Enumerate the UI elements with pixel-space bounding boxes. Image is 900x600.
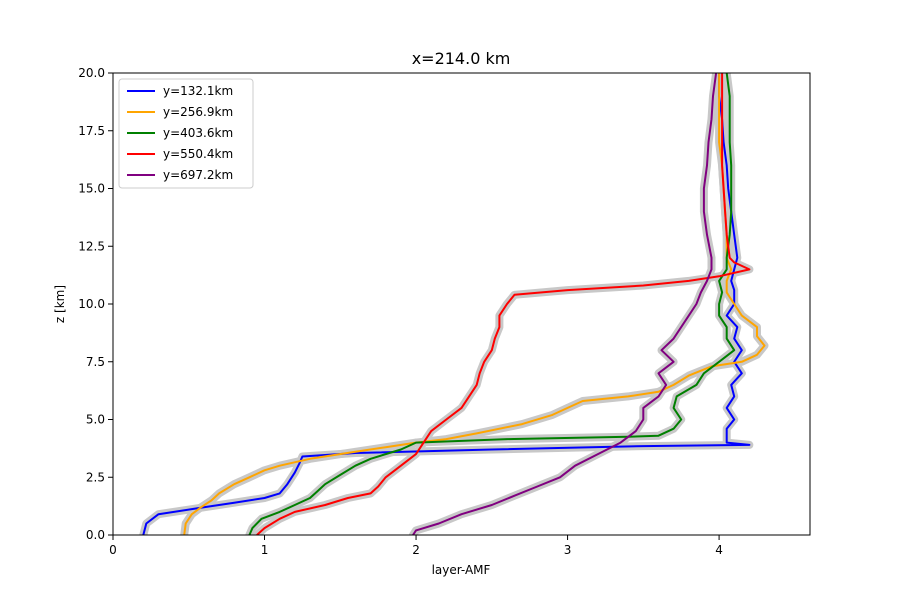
- series-band-4: [409, 73, 721, 535]
- axis-ticks: 0 1 2 3 4 0.0 2.5 5.0 7.5 10.0 12.5 15.0 17.5 20.0: [78, 66, 723, 557]
- y-axis-label: z [km]: [53, 285, 67, 323]
- y-tick-label-7: 17.5: [78, 124, 105, 138]
- series-line-0: [142, 73, 751, 535]
- y-tick-label-8: 20.0: [78, 66, 105, 80]
- y-tick-label-5: 12.5: [78, 239, 105, 253]
- series-band-1: [180, 73, 769, 535]
- y-tick-label-3: 7.5: [86, 355, 105, 369]
- x-tick-label-3: 3: [564, 543, 572, 557]
- legend-label-2: y=403.6km: [163, 126, 233, 140]
- series-band-3: [252, 73, 754, 535]
- legend-label-1: y=256.9km: [163, 105, 233, 119]
- x-tick-label-1: 1: [261, 543, 269, 557]
- x-tick-label-4: 4: [715, 543, 723, 557]
- y-tick-label-1: 2.5: [86, 470, 105, 484]
- plot-area: [139, 73, 769, 535]
- y-tick-label-6: 15.0: [78, 182, 105, 196]
- series-line-2: [248, 73, 736, 535]
- y-tick-label-0: 0.0: [86, 528, 105, 542]
- legend: y=132.1km y=256.9km y=403.6km y=550.4km y=69…: [118, 78, 254, 189]
- series-line-4: [412, 73, 718, 535]
- series-line-3: [256, 73, 751, 535]
- legend-label-4: y=697.2km: [163, 168, 233, 182]
- x-tick-label-0: 0: [109, 543, 117, 557]
- legend-box: [118, 78, 254, 189]
- y-tick-label-4: 10.0: [78, 297, 105, 311]
- y-tick-label-2: 5.0: [86, 413, 105, 427]
- legend-label-3: y=550.4km: [163, 147, 233, 161]
- x-axis-label: layer-AMF: [432, 563, 491, 577]
- x-tick-label-2: 2: [412, 543, 420, 557]
- legend-label-0: y=132.1km: [163, 84, 233, 98]
- chart-title: x=214.0 km: [412, 49, 511, 68]
- series-band-2: [245, 73, 739, 535]
